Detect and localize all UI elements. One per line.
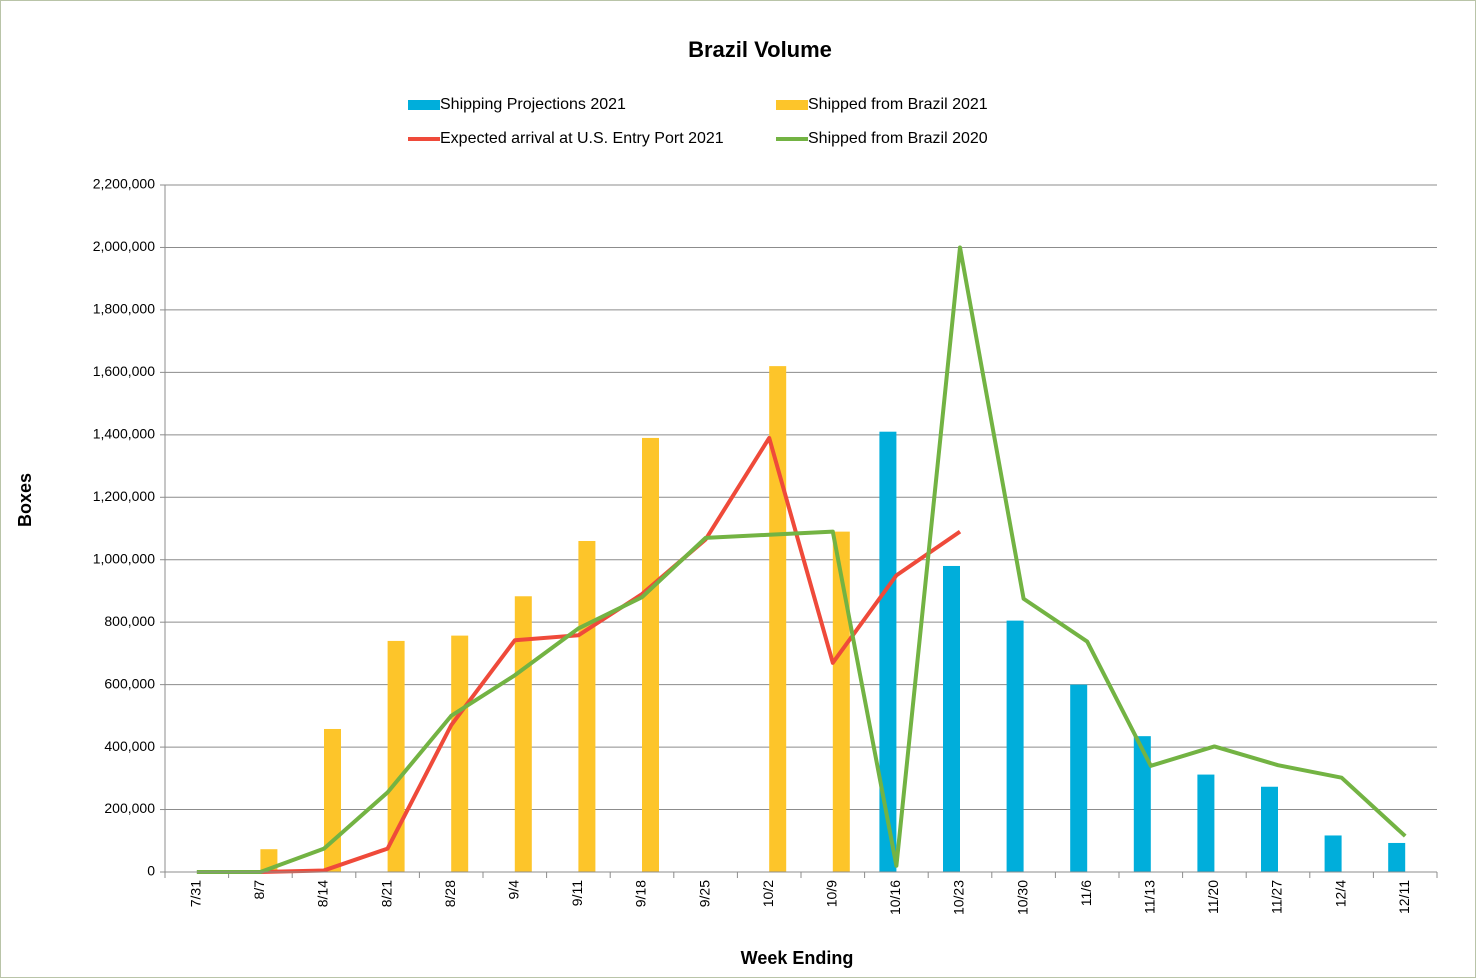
legend-swatch — [408, 100, 440, 110]
bar — [578, 540, 596, 872]
x-tick-label: 9/4 — [506, 880, 522, 900]
bar — [1324, 835, 1342, 872]
x-tick-label: 12/4 — [1332, 880, 1348, 907]
bar — [1006, 620, 1024, 872]
y-tick-label: 0 — [147, 863, 155, 879]
y-tick-label: 2,200,000 — [93, 176, 155, 192]
y-tick-label: 1,000,000 — [93, 550, 155, 566]
bar — [324, 728, 341, 872]
y-tick-label: 600,000 — [104, 675, 155, 691]
y-tick-label: 1,200,000 — [93, 488, 155, 504]
x-tick-label: 11/20 — [1205, 880, 1221, 914]
bar — [1388, 842, 1406, 872]
x-tick-label: 8/7 — [251, 880, 267, 900]
y-tick-label: 2,000,000 — [93, 238, 155, 254]
x-tick-label: 8/14 — [315, 880, 331, 907]
x-tick-label: 7/31 — [188, 880, 204, 907]
x-tick-label: 11/13 — [1142, 880, 1158, 914]
x-tick-label: 10/16 — [887, 880, 903, 915]
bar — [642, 437, 659, 872]
x-axis-title: Week Ending — [741, 948, 854, 968]
x-tick-label: 11/27 — [1269, 880, 1285, 914]
y-tick-label: 1,400,000 — [93, 426, 155, 442]
y-axis-title: Boxes — [15, 473, 35, 527]
line-series — [196, 245, 1407, 874]
y-tick-label: 1,800,000 — [93, 301, 155, 317]
y-tick-label: 400,000 — [104, 738, 155, 754]
bar — [879, 431, 897, 872]
x-tick-label: 10/9 — [824, 880, 840, 907]
chart-title: Brazil Volume — [688, 37, 832, 62]
y-tick-label: 200,000 — [104, 800, 155, 816]
y-tick-label: 800,000 — [104, 613, 155, 629]
legend-label: Shipping Projections 2021 — [440, 96, 626, 113]
x-tick-label: 9/11 — [569, 880, 585, 906]
x-tick-label: 8/21 — [378, 880, 394, 907]
y-tick-label: 1,600,000 — [93, 363, 155, 379]
x-tick-label: 11/6 — [1078, 880, 1094, 906]
x-tick-label: 10/23 — [951, 880, 967, 915]
legend-label: Shipped from Brazil 2020 — [808, 130, 988, 147]
legend-label: Expected arrival at U.S. Entry Port 2021 — [440, 130, 724, 147]
x-tick-label: 10/30 — [1014, 880, 1030, 915]
x-tick-label: 8/28 — [442, 880, 458, 907]
x-tick-label: 9/25 — [696, 880, 712, 907]
x-tick-label: 12/11 — [1396, 880, 1412, 914]
x-tick-label: 10/2 — [760, 880, 776, 907]
bar — [769, 366, 787, 872]
bar — [387, 640, 405, 872]
bar — [1133, 736, 1151, 872]
legend-swatch — [776, 100, 808, 110]
bar — [1197, 774, 1215, 872]
bar — [1261, 786, 1278, 872]
legend-label: Shipped from Brazil 2021 — [808, 96, 988, 113]
bar — [1070, 684, 1088, 872]
x-tick-label: 9/18 — [633, 880, 649, 907]
bar — [832, 531, 850, 872]
bar — [451, 635, 469, 872]
bar — [943, 565, 960, 872]
